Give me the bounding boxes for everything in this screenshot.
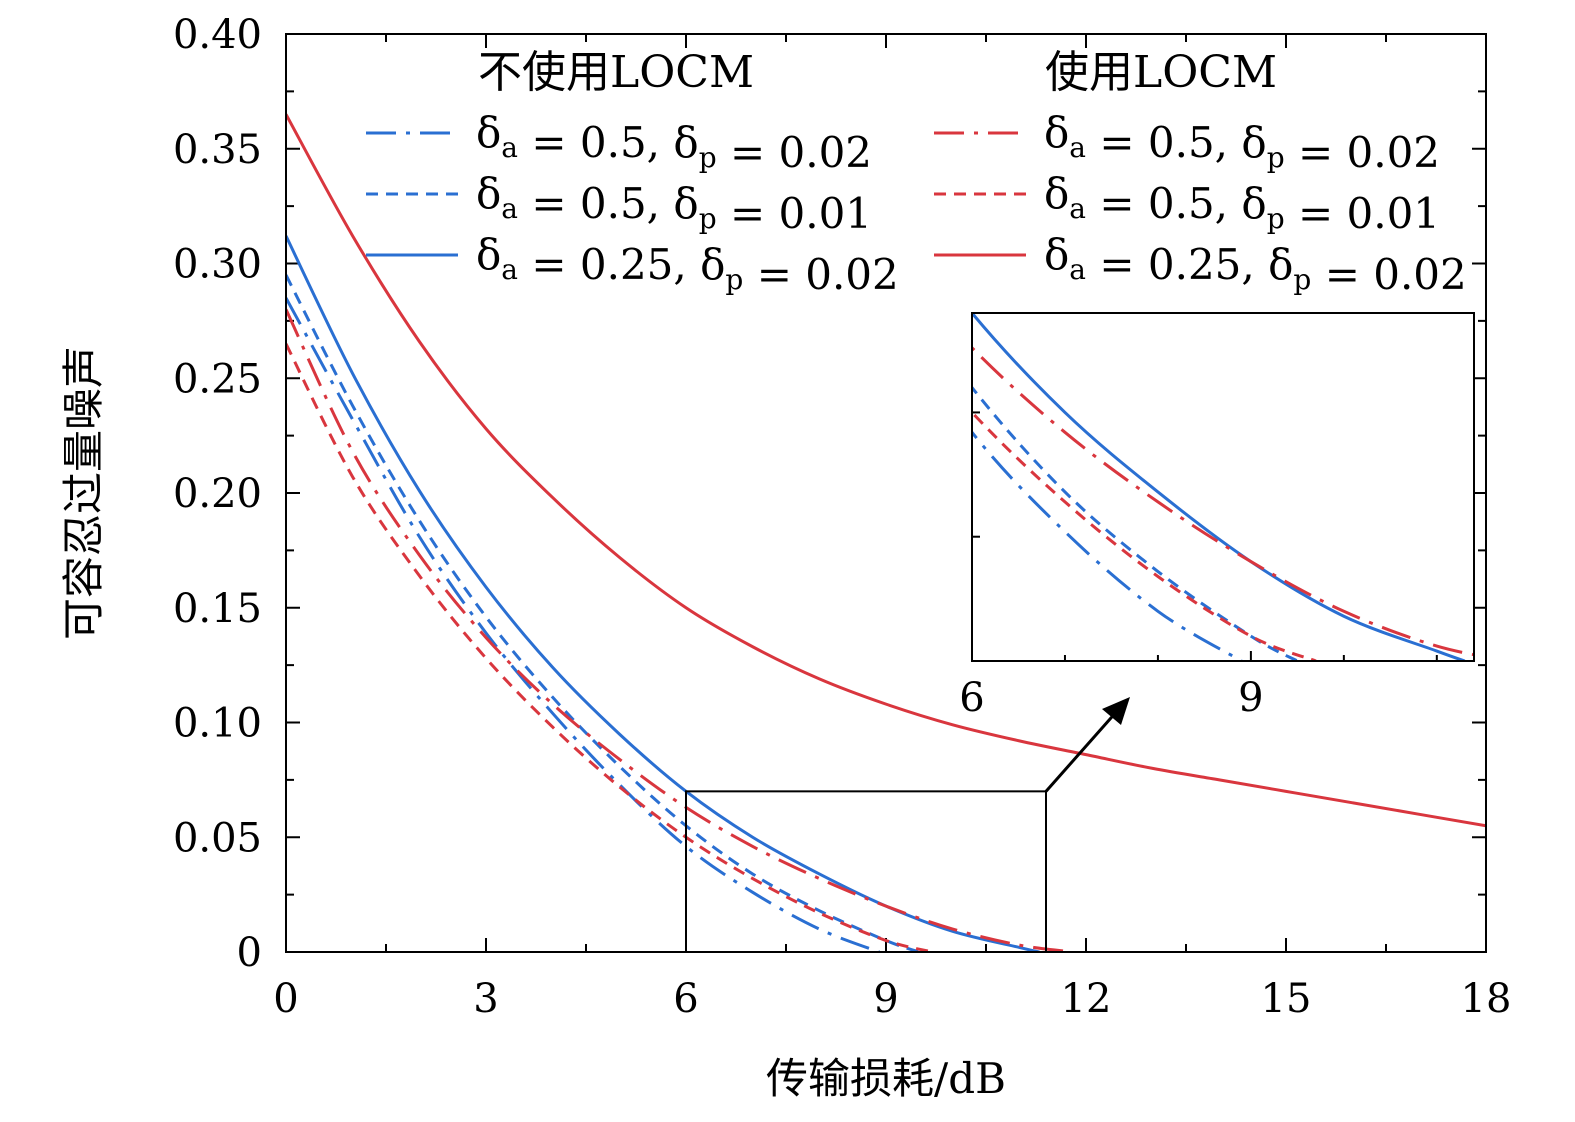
legend-label-3: δa = 0.5, δp = 0.02 xyxy=(1044,108,1440,177)
inset-series-line-3 xyxy=(972,345,1474,657)
legend-group-title-without-locm: 不使用LOCM xyxy=(478,47,754,98)
y-tick-label: 0.15 xyxy=(173,586,262,632)
legend-label-5: δa = 0.25, δp = 0.02 xyxy=(1044,230,1467,299)
inset-series-line-0 xyxy=(972,429,1243,661)
y-tick-label: 0 xyxy=(237,930,262,976)
series-line-0 xyxy=(286,297,880,952)
legend-group-title-with-locm: 使用LOCM xyxy=(1045,47,1277,98)
y-tick-label: 0.25 xyxy=(173,356,262,402)
series-line-2 xyxy=(286,235,1040,952)
x-tick-label: 12 xyxy=(1061,976,1112,1022)
y-tick-label: 0.05 xyxy=(173,815,262,861)
x-tick-label: 15 xyxy=(1261,976,1312,1022)
y-tick-label: 0.20 xyxy=(173,471,262,517)
inset-frame xyxy=(971,312,1475,662)
inset-x-tick-label: 6 xyxy=(959,675,984,721)
y-tick-label: 0.10 xyxy=(173,701,262,747)
inset-x-tick-label: 9 xyxy=(1238,675,1263,721)
zoom-rectangle xyxy=(685,790,1047,953)
main-tick-labels: 0 3 6 9 12 15 1800.050.100.150.200.250.300.350… xyxy=(173,12,1512,1022)
x-tick-label: 0 xyxy=(273,976,298,1022)
zoom-indicator xyxy=(685,697,1130,953)
main-series-group xyxy=(286,113,1486,952)
inset-series-line-1 xyxy=(972,385,1299,661)
series-line-5 xyxy=(286,113,1486,828)
legend-label-2: δa = 0.25, δp = 0.02 xyxy=(476,230,899,299)
inset-series-line-2 xyxy=(972,313,1466,661)
legend-label-4: δa = 0.5, δp = 0.01 xyxy=(1044,169,1440,238)
y-tick-label: 0.30 xyxy=(173,242,262,288)
x-tick-label: 3 xyxy=(473,976,498,1022)
x-axis-title: 传输损耗/dB xyxy=(766,1054,1006,1103)
series-line-3 xyxy=(286,308,1073,952)
inset-series-line-4 xyxy=(972,410,1317,661)
y-tick-label: 0.35 xyxy=(173,127,262,173)
y-axis-title: 可容忍过量噪声 xyxy=(59,346,108,640)
zoom-arrow-head xyxy=(1102,697,1130,725)
y-tick-label: 0.40 xyxy=(173,12,262,58)
inset-background xyxy=(972,313,1474,661)
x-tick-label: 6 xyxy=(673,976,698,1022)
legend-label-0: δa = 0.5, δp = 0.02 xyxy=(476,108,872,177)
zoom-arrow-line xyxy=(1044,709,1120,793)
inset-series-group xyxy=(972,313,1474,661)
series-line-1 xyxy=(286,274,920,952)
legend-label-1: δa = 0.5, δp = 0.01 xyxy=(476,169,872,238)
x-tick-label: 9 xyxy=(873,976,898,1022)
series-line-4 xyxy=(286,343,934,952)
x-tick-label: 18 xyxy=(1461,976,1512,1022)
